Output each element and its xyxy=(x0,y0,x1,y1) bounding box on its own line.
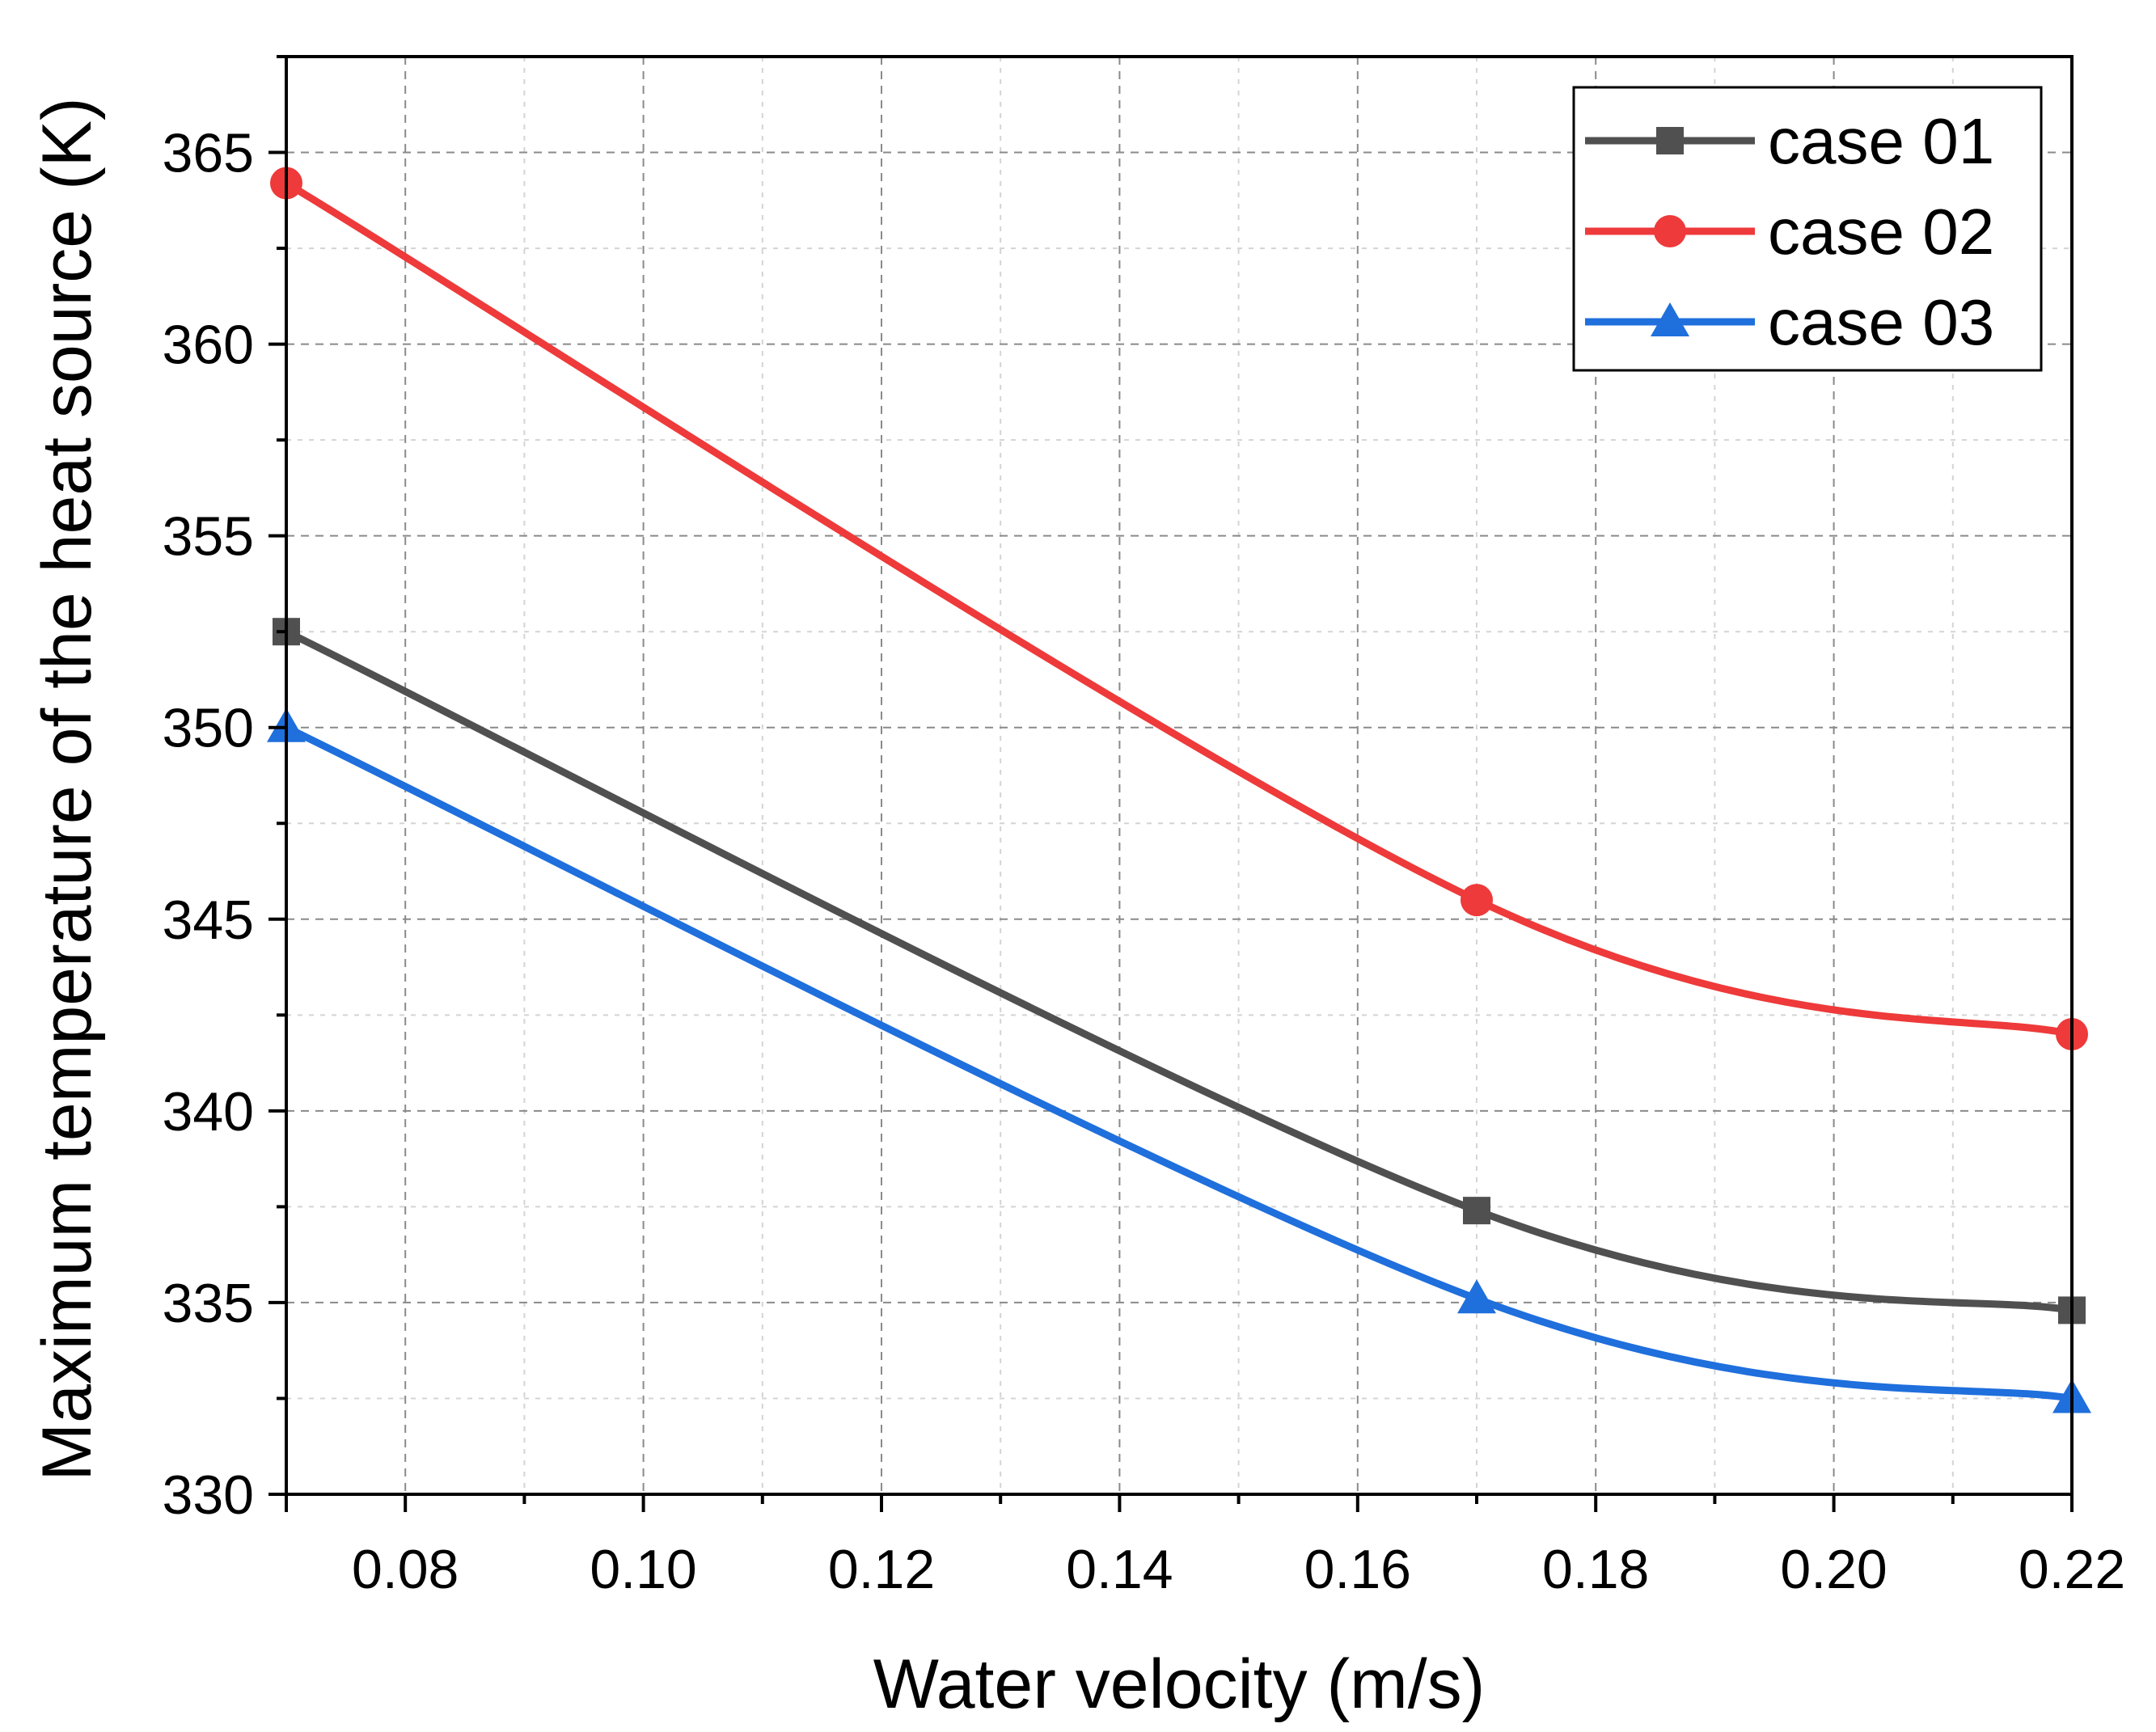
x-tick-label: 0.14 xyxy=(1066,1539,1173,1600)
x-tick-label: 0.08 xyxy=(352,1539,459,1600)
series-case-01 xyxy=(273,618,2086,1324)
x-tick-label: 0.16 xyxy=(1304,1539,1411,1600)
y-tick-label: 360 xyxy=(163,315,254,376)
series-line xyxy=(282,179,2076,1038)
legend-label: case 01 xyxy=(1768,105,1994,177)
legend-label: case 03 xyxy=(1768,286,1994,358)
plot-frame xyxy=(285,55,2074,1496)
y-tick-label: 335 xyxy=(163,1273,254,1334)
series-layer xyxy=(267,167,2091,1413)
data-point-marker xyxy=(1457,1279,1496,1314)
y-tick-label: 350 xyxy=(163,698,254,759)
y-tick-label: 345 xyxy=(163,889,254,951)
data-point-marker xyxy=(1463,1197,1490,1225)
y-axis-title: Maximum temperature of the heat source (… xyxy=(28,97,106,1481)
series-line xyxy=(282,627,2076,1314)
x-tick-label: 0.12 xyxy=(828,1539,935,1600)
x-tick-label: 0.22 xyxy=(2019,1539,2125,1600)
y-tick-label: 330 xyxy=(163,1464,254,1526)
y-tick-label: 365 xyxy=(163,123,254,184)
series-case-03 xyxy=(267,708,2091,1413)
x-tick-label: 0.10 xyxy=(590,1539,696,1600)
data-point-marker xyxy=(1461,884,1493,917)
y-tick-label: 340 xyxy=(163,1081,254,1143)
legend-marker xyxy=(1651,302,1689,336)
y-tick-label: 355 xyxy=(163,506,254,568)
legend-marker xyxy=(1654,215,1686,247)
legend-marker xyxy=(1656,127,1684,154)
legend: case 01 case 02 case 03 xyxy=(1572,86,2043,372)
axes: 0.08 0.10 0.12 0.14 0.16 0.18 0.20 0.22 330 335 34… xyxy=(163,55,2125,1600)
series-line xyxy=(282,724,2076,1402)
x-tick-label: 0.18 xyxy=(1542,1539,1649,1600)
x-axis-title: Water velocity (m/s) xyxy=(873,1645,1486,1723)
legend-item: case 01 xyxy=(1585,105,1994,177)
legend-item: case 02 xyxy=(1585,196,1994,268)
legend-item: case 03 xyxy=(1585,286,1994,358)
legend-label: case 02 xyxy=(1768,196,1994,268)
x-tick-label: 0.20 xyxy=(1780,1539,1887,1600)
